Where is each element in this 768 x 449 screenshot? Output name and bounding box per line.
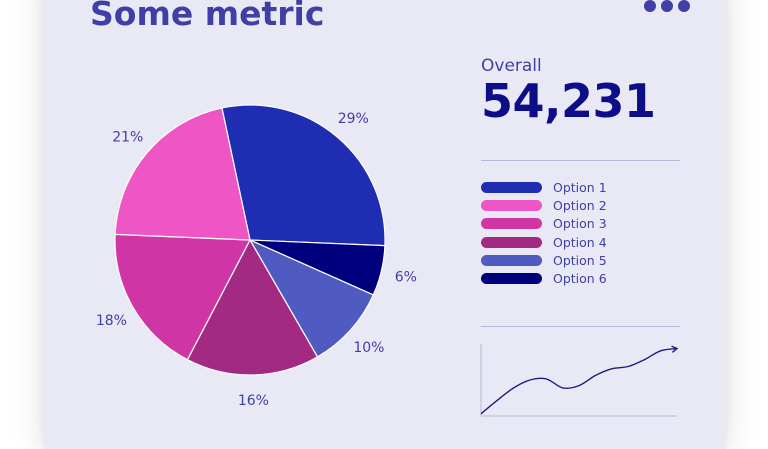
pie-slice-option-5 [248,238,375,358]
pie-data-label: 10% [353,340,384,356]
legend-item: Option 5 [481,252,681,270]
page-title: Some metric [90,0,325,33]
legend-item: Option 1 [481,179,681,197]
pie-data-label: 29% [338,111,369,127]
overall-value: 54,231 [481,74,656,128]
legend-item: Option 3 [481,215,681,233]
pie-slice-option-1 [221,104,386,247]
legend-item: Option 2 [481,197,681,215]
legend-label: Option 1 [553,180,607,195]
pie-data-label: 21% [112,130,143,146]
arrow-head-icon [671,345,679,353]
legend-label: Option 2 [553,198,607,214]
menu-dot [661,0,673,12]
legend-swatch [481,254,542,266]
menu-dot [678,0,690,12]
more-horizontal-icon[interactable] [644,0,690,14]
trend-line-chart [480,344,679,417]
overall-label: Overall [481,56,542,76]
pie-data-label: 6% [395,270,417,286]
legend-swatch [481,200,542,212]
divider [481,160,680,161]
pie-slice-option-3 [114,233,251,361]
divider [481,326,680,327]
pie-data-label: 18% [96,313,127,329]
legend-label: Option 6 [553,270,607,286]
chart-legend: Option 1 Option 2 Option 3 Option 4 Opti… [481,179,681,288]
legend-swatch [481,218,542,230]
legend-swatch [481,236,542,248]
menu-dot [644,0,656,12]
legend-item: Option 4 [481,234,681,252]
legend-item: Option 6 [481,270,681,288]
pie-slice-option-4 [186,238,319,376]
legend-swatch [481,272,542,284]
legend-label: Option 5 [553,252,607,268]
pie-data-label: 16% [238,393,269,409]
legend-label: Option 3 [553,216,607,232]
trend-series-line [480,347,678,415]
pie-slice-option-2 [114,107,251,241]
legend-label: Option 4 [553,234,607,250]
legend-swatch [481,182,542,193]
